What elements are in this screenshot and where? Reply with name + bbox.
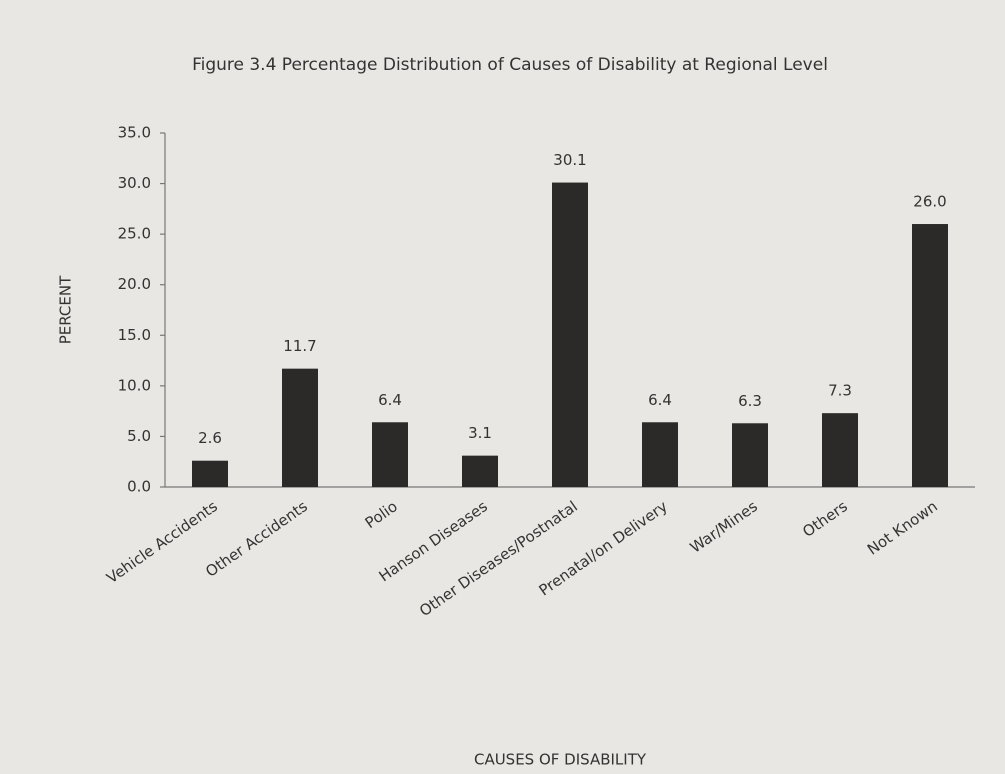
x-tick-label: Not Known bbox=[864, 497, 941, 558]
y-tick-label: 30.0 bbox=[118, 174, 151, 192]
data-label: 26.0 bbox=[913, 193, 946, 211]
x-tick-label: Polio bbox=[362, 497, 401, 532]
bar bbox=[192, 460, 228, 487]
data-label: 6.4 bbox=[378, 391, 402, 409]
y-tick-label: 0.0 bbox=[127, 478, 151, 496]
x-tick-label: Other Diseases/Postnatal bbox=[416, 497, 581, 620]
y-tick-label: 10.0 bbox=[118, 376, 151, 394]
data-label: 6.4 bbox=[648, 391, 672, 409]
bar bbox=[282, 368, 318, 487]
bar bbox=[912, 224, 948, 487]
data-label: 7.3 bbox=[828, 382, 852, 400]
data-label: 11.7 bbox=[283, 337, 316, 355]
y-tick-label: 20.0 bbox=[118, 275, 151, 293]
bar bbox=[822, 413, 858, 487]
bar bbox=[642, 422, 678, 487]
bar bbox=[462, 455, 498, 487]
data-label: 6.3 bbox=[738, 392, 762, 410]
x-tick-label: Vehicle Accidents bbox=[103, 497, 221, 587]
y-tick-label: 5.0 bbox=[127, 427, 151, 445]
x-tick-label: War/Mines bbox=[687, 497, 761, 557]
x-tick-label: Others bbox=[799, 497, 851, 541]
x-axis-label: CAUSES OF DISABILITY bbox=[474, 751, 647, 769]
y-tick-label: 35.0 bbox=[118, 124, 151, 142]
data-label: 2.6 bbox=[198, 429, 222, 447]
bar bbox=[552, 182, 588, 487]
y-axis-label: PERCENT bbox=[57, 275, 75, 344]
data-label: 30.1 bbox=[553, 151, 586, 169]
chart-title: Figure 3.4 Percentage Distribution of Ca… bbox=[192, 55, 828, 75]
y-tick-label: 25.0 bbox=[118, 225, 151, 243]
y-tick-label: 15.0 bbox=[118, 326, 151, 344]
data-label: 3.1 bbox=[468, 424, 492, 442]
bar bbox=[732, 423, 768, 487]
bar bbox=[372, 422, 408, 487]
